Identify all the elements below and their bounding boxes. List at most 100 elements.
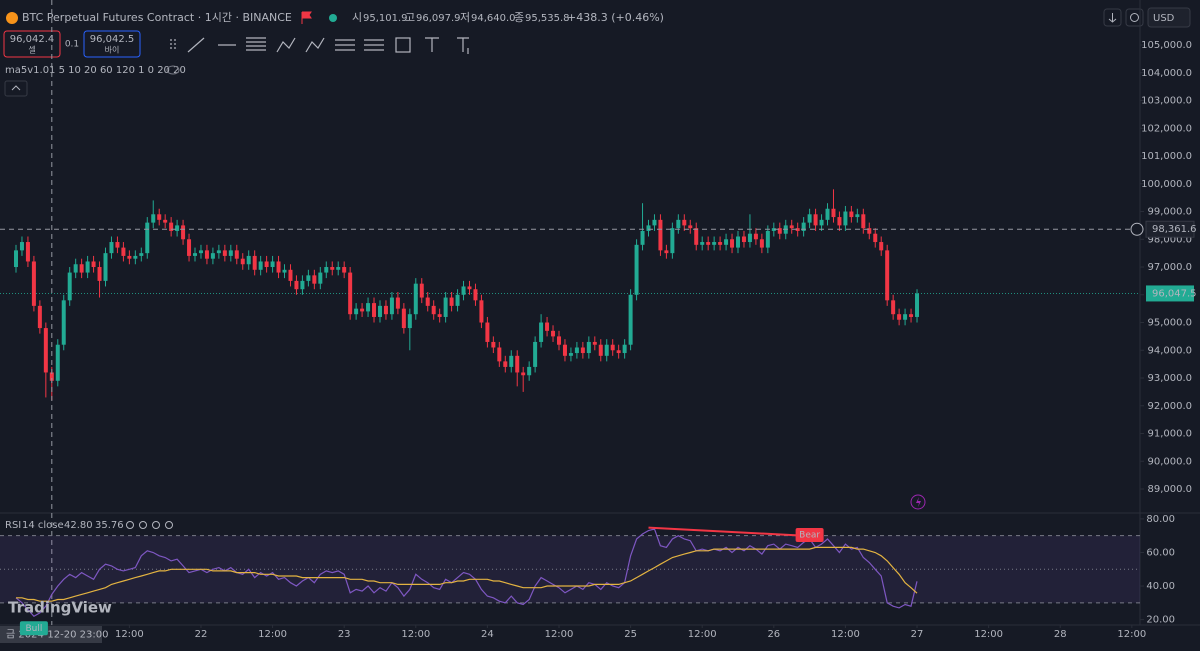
candle-body: [562, 344, 567, 356]
candle-body: [169, 222, 174, 231]
candle-body: [706, 242, 711, 245]
position-tool[interactable]: [335, 39, 355, 51]
candle-body: [216, 250, 221, 254]
candle-body: [652, 219, 657, 226]
candle-body: [873, 233, 878, 243]
candle-body: [348, 272, 353, 315]
y-tick-label: 90,000.0: [1147, 456, 1192, 467]
candle-body: [407, 314, 412, 329]
candle-body: [688, 225, 693, 229]
candle-body: [730, 239, 735, 248]
divergence-label: Bull: [25, 624, 42, 634]
ohlc-key: 종: [514, 11, 524, 24]
candle-body: [736, 236, 741, 248]
crosshair-price: 98,361.6: [1152, 224, 1197, 235]
candle-body: [556, 336, 561, 345]
drag-handle[interactable]: [170, 39, 176, 51]
candle-body: [145, 222, 150, 254]
pattern-tool[interactable]: [276, 37, 296, 53]
candle-body: [461, 286, 466, 295]
candle-body: [545, 322, 550, 331]
divergence-label: Bear: [799, 531, 820, 541]
candle-body: [909, 314, 914, 317]
buy-price: 96,042.5: [90, 34, 135, 45]
candle-body: [604, 344, 609, 356]
candle-body: [616, 350, 621, 354]
x-tick-label: 12:00: [115, 629, 144, 640]
alert-icon[interactable]: [910, 494, 926, 510]
x-tick-label: 26: [767, 629, 780, 640]
rsi-line: [16, 546, 918, 602]
candle-body: [795, 228, 800, 231]
candle-body: [389, 297, 394, 315]
range-tool[interactable]: [364, 39, 384, 51]
candle-body: [485, 322, 490, 342]
flag-icon[interactable]: [301, 11, 312, 24]
candle-body: [574, 347, 579, 354]
y-tick-label: 60.00: [1146, 547, 1175, 558]
sell-price: 96,042.4: [10, 34, 55, 45]
abcd-tool[interactable]: [305, 37, 325, 53]
x-tick-label: 12:00: [974, 629, 1003, 640]
x-tick-label: 12:00: [545, 629, 574, 640]
candle-body: [455, 294, 460, 306]
y-tick-label: 97,000.0: [1147, 262, 1192, 273]
candle-body: [813, 214, 818, 226]
buy-button[interactable]: [83, 30, 141, 58]
candle-body: [527, 366, 532, 376]
candle-body: [234, 250, 239, 259]
x-tick-label: 27: [911, 629, 924, 640]
x-tick-label: 23: [338, 629, 351, 640]
candle-body: [294, 280, 299, 290]
refresh-button[interactable]: [1125, 8, 1144, 27]
rsi-legend: RSI 14 close 42.80 35.76: [5, 520, 173, 531]
candle-body: [849, 211, 854, 218]
fib-tool[interactable]: [246, 37, 266, 51]
candle-body: [121, 247, 126, 256]
x-tick-label: 12:00: [831, 629, 860, 640]
candle-body: [395, 297, 400, 309]
collapse-button[interactable]: [4, 80, 28, 97]
arrow-icon: [1108, 13, 1117, 23]
candle-body: [753, 233, 758, 240]
add-alert-icon[interactable]: [1130, 222, 1144, 236]
candle-body: [789, 225, 794, 229]
candle-body: [431, 305, 436, 315]
candle-body: [175, 225, 180, 231]
arrow-button[interactable]: [1103, 8, 1122, 27]
divergence-label-box: [19, 621, 48, 636]
candle-body: [67, 272, 72, 301]
divergence-line: [648, 526, 810, 538]
candle-body: [551, 330, 556, 337]
candle-body: [759, 239, 764, 248]
candle-body: [491, 341, 496, 348]
rect-tool[interactable]: [395, 37, 411, 53]
y-tick-label: 104,000.0: [1141, 68, 1192, 79]
text-tool[interactable]: [425, 37, 439, 52]
y-tick-label: 92,000.0: [1147, 401, 1192, 412]
eye-icon[interactable]: [166, 65, 180, 75]
candle-body: [425, 297, 430, 306]
line-tool[interactable]: [187, 37, 205, 53]
ohlc-key: 고: [405, 11, 415, 24]
candle-body: [622, 344, 627, 354]
currency-button[interactable]: [1147, 7, 1191, 28]
sell-button[interactable]: [3, 30, 61, 58]
candle-body: [366, 303, 371, 312]
y-tick-label: 103,000.0: [1141, 96, 1192, 107]
drawing-toolbar: [170, 37, 469, 54]
candle-body: [801, 222, 806, 231]
candle-body: [682, 219, 687, 226]
x-tick-label: 25: [624, 629, 637, 640]
candle-body: [610, 344, 615, 351]
candle-body: [43, 328, 48, 373]
candle-body: [109, 242, 114, 254]
candle-body: [628, 294, 633, 345]
y-tick-label: 99,000.0: [1147, 207, 1192, 218]
source-icon: [152, 521, 160, 529]
note-tool[interactable]: [457, 37, 469, 54]
candle-body: [819, 219, 824, 226]
candle-body: [419, 283, 424, 298]
ohlc-value: 96,097.9: [416, 13, 461, 24]
candle-body: [25, 242, 30, 262]
